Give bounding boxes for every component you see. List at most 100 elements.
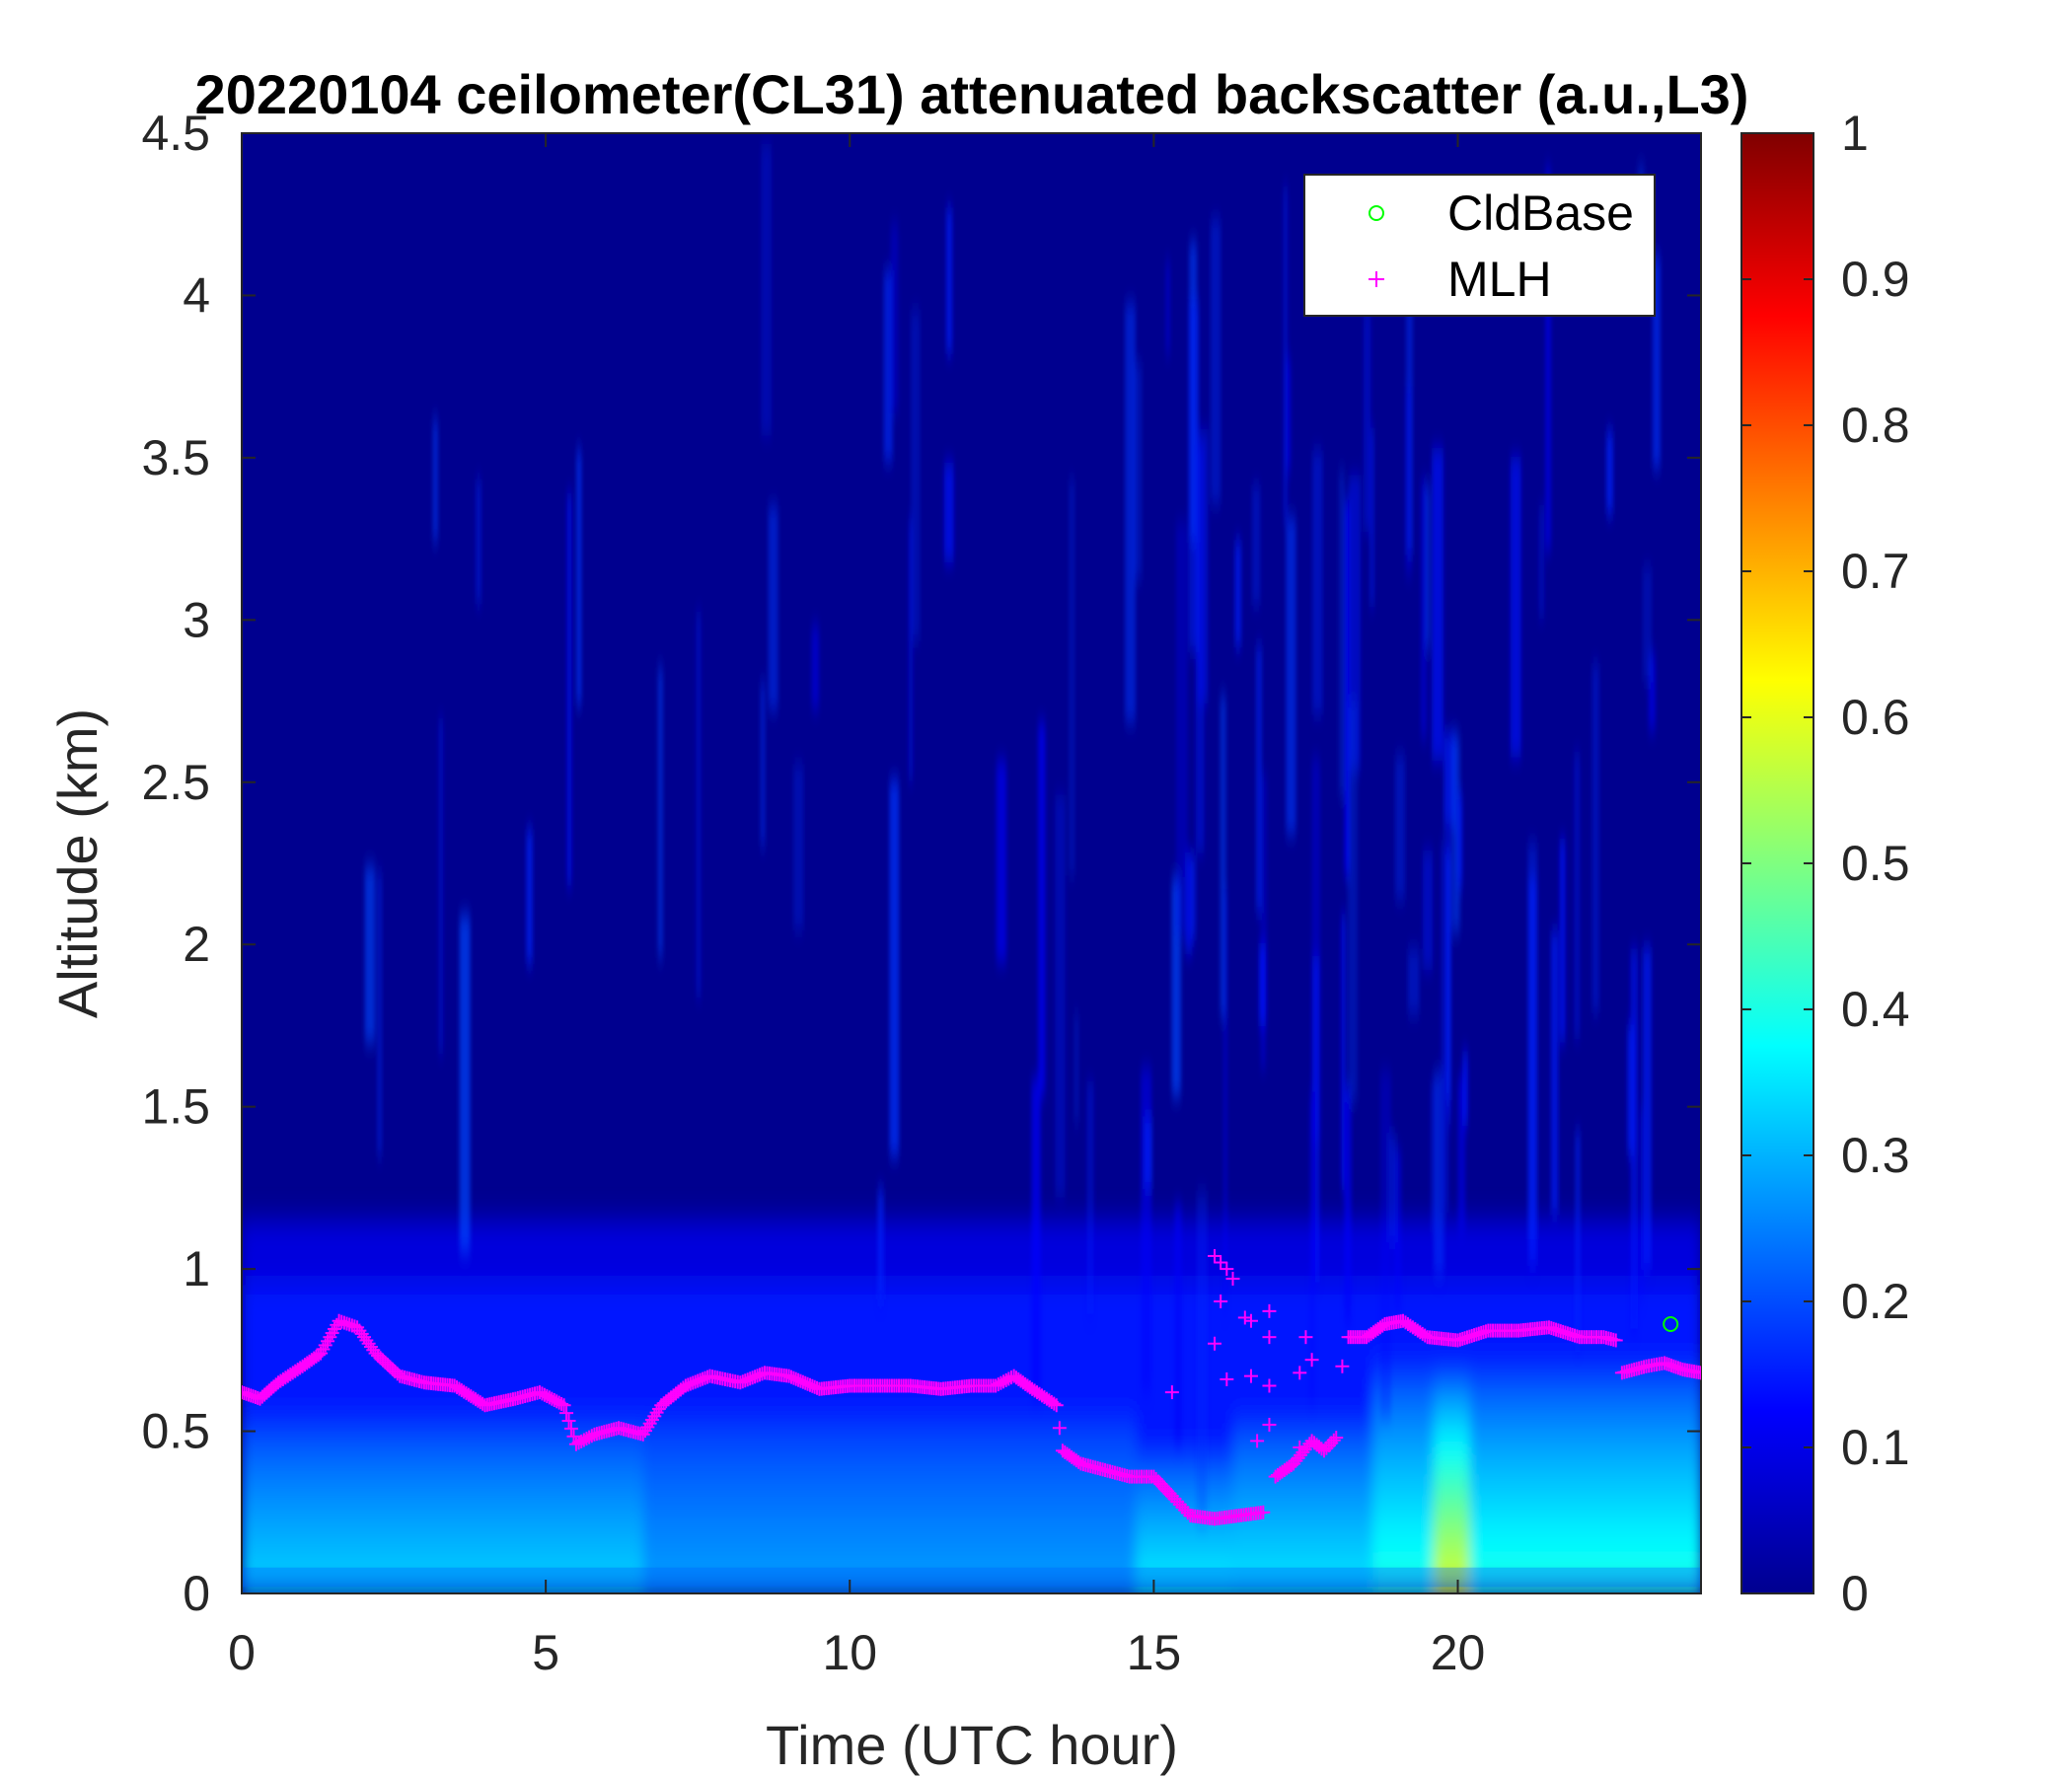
- bl-region-4-level-11: [1372, 1574, 1435, 1593]
- legend: CldBase MLH: [1303, 174, 1656, 317]
- mlh-point: [1326, 1433, 1341, 1447]
- chart-title: 20220104 ceilometer(CL31) attenuated bac…: [195, 63, 1749, 125]
- plume-streak: [1550, 930, 1559, 1216]
- mlh-point: [1208, 1248, 1221, 1263]
- plume-streak: [364, 865, 376, 1044]
- overlay-markers: [242, 1248, 1701, 1526]
- colorbar-tick-label: 0.5: [1841, 836, 1910, 891]
- mlh-point: [561, 1414, 576, 1429]
- mlh-point: [1256, 1505, 1271, 1519]
- colorbar: [1740, 132, 1814, 1594]
- mlh-point: [1293, 1366, 1307, 1380]
- mlh-point: [1208, 1336, 1221, 1351]
- x-tick-label: 20: [1431, 1625, 1486, 1680]
- plume-streak: [1538, 504, 1545, 619]
- plume-streak: [1260, 944, 1266, 1070]
- y-tick-label: 2: [183, 917, 210, 972]
- plume-streak: [793, 764, 804, 931]
- plot-frame: [241, 132, 1702, 1594]
- mlh-point: [1335, 1359, 1350, 1373]
- mlh-point: [1694, 1366, 1701, 1380]
- plume-streak: [1421, 480, 1427, 739]
- plume-streak: [1642, 946, 1652, 1270]
- plume-streak: [1407, 948, 1420, 1015]
- colorbar-tick-label: 1: [1841, 106, 1869, 161]
- plume-streak: [1393, 1147, 1402, 1313]
- plume-streak: [1510, 457, 1521, 758]
- plume-streak: [996, 760, 1007, 963]
- upper-plumes: [364, 143, 1661, 1522]
- mlh-point: [1225, 1271, 1240, 1286]
- plume-streak: [526, 829, 533, 964]
- plume-streak: [883, 269, 893, 462]
- plume-streak: [1639, 1108, 1645, 1299]
- mlh-point: [556, 1398, 571, 1413]
- plume-streak: [943, 462, 954, 562]
- mlh-point: [1220, 1262, 1234, 1277]
- field-layers: [242, 1220, 1701, 1593]
- y-tick-label: 4.5: [141, 106, 210, 161]
- plume-streak: [1605, 430, 1613, 515]
- mlh-point: [1243, 1313, 1258, 1328]
- plume-streak: [1195, 444, 1205, 853]
- plume-streak: [1559, 839, 1566, 1043]
- y-tick-label: 2.5: [141, 755, 210, 810]
- colorbar-tick-label: 0.4: [1841, 982, 1910, 1037]
- plume-streak: [1347, 701, 1358, 1103]
- plume-streak: [1652, 255, 1661, 469]
- plume-streak: [657, 667, 663, 958]
- backscatter-field: [242, 143, 1701, 1593]
- cldbase-point: [1663, 1316, 1679, 1333]
- y-tick-label: 1: [183, 1241, 210, 1296]
- plume-streak: [1432, 448, 1443, 761]
- x-tick-label: 5: [532, 1625, 559, 1680]
- plume-streak: [1283, 186, 1289, 522]
- plume-streak: [1312, 450, 1323, 715]
- mlh-point: [1293, 1441, 1307, 1454]
- colorbar-tick-label: 0.9: [1841, 252, 1910, 307]
- plume-streak: [1627, 1024, 1636, 1156]
- bl-region-3-level-11: [1232, 1578, 1374, 1593]
- plume-streak: [1141, 1068, 1152, 1393]
- plume-streak: [1210, 218, 1221, 505]
- plume-streak: [1285, 357, 1292, 472]
- plume-streak: [908, 518, 914, 781]
- plume-streak: [576, 449, 582, 706]
- x-tick-label: 0: [228, 1625, 256, 1680]
- plume-streak: [1642, 565, 1653, 683]
- mlh-point: [1047, 1396, 1062, 1411]
- mlh-point: [1214, 1295, 1228, 1308]
- legend-mlh-label: MLH: [1447, 252, 1552, 307]
- y-tick-label: 1.5: [141, 1079, 210, 1135]
- plume-streak: [1574, 752, 1581, 1040]
- plume-streak: [1309, 1091, 1315, 1403]
- x-axis: 0 5 10 15 20: [228, 133, 1485, 1680]
- legend-cldbase-marker: [1369, 205, 1384, 221]
- mlh-point: [1262, 1330, 1277, 1345]
- plume-streak: [1185, 852, 1193, 954]
- plume-streak: [1457, 1076, 1466, 1232]
- colorbar-ticks: 0 0.1 0.2 0.3 0.4 0.5 0.6 0.7 0.8 0.9 1: [1741, 106, 1910, 1621]
- mlh-point: [1329, 1431, 1344, 1445]
- plume-streak: [1037, 722, 1046, 1096]
- plume-streak: [1379, 1070, 1391, 1419]
- plume-streak: [1394, 755, 1406, 901]
- mlh-point: [1262, 1378, 1277, 1393]
- bl-region-6-level-11: [1469, 1574, 1701, 1593]
- plume-streak: [1575, 1130, 1581, 1346]
- mlh-point: [1214, 1255, 1228, 1270]
- y-tick-label: 0: [183, 1566, 210, 1621]
- plume-streak: [1405, 386, 1412, 577]
- plume-streak: [1175, 522, 1188, 936]
- colorbar-tick-label: 0.3: [1841, 1128, 1910, 1183]
- y-axis: 0 0.5 1 1.5 2 2.5 3 3.5 4 4.5: [141, 106, 1701, 1621]
- x-tick-label: 15: [1127, 1625, 1182, 1680]
- plume-streak: [911, 309, 921, 641]
- plume-streak: [1387, 1133, 1397, 1243]
- plume-streak: [1363, 306, 1371, 533]
- bl-region-0-level-11: [242, 1578, 644, 1593]
- plume-streak: [1055, 794, 1066, 1198]
- plume-streak: [1031, 1078, 1041, 1397]
- plume-streak: [1369, 427, 1374, 608]
- legend-box: [1303, 174, 1656, 317]
